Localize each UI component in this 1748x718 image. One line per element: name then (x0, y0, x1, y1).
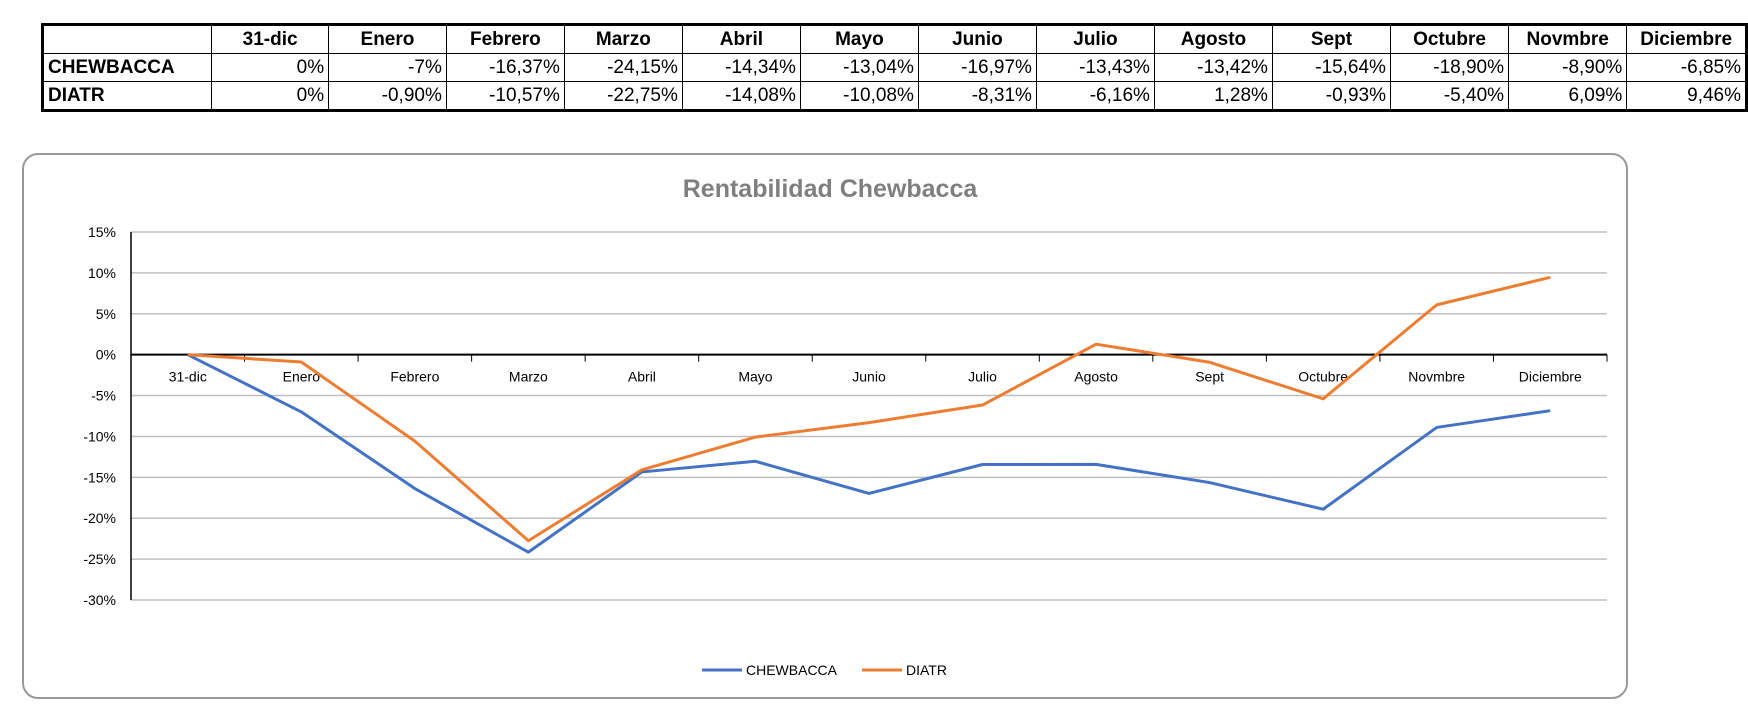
column-header: Junio (917, 24, 1037, 54)
table-cell: -18,90% (1389, 53, 1510, 82)
table-cell: -10,08% (799, 81, 919, 111)
table-cell: -14,08% (681, 81, 801, 111)
column-header: Diciembre (1626, 24, 1747, 54)
x-tick-label: Mayo (738, 369, 772, 385)
y-tick-label: -5% (91, 388, 116, 404)
table-row: CHEWBACCA 0% -7% -16,37% -24,15% -14,34% -13,0… (41, 53, 1747, 82)
x-tick-label: Abril (628, 369, 656, 385)
table-cell: -22,75% (563, 81, 683, 111)
table-cell: -13,04% (799, 53, 919, 82)
x-tick-label: Enero (283, 369, 321, 385)
x-tick-label: Julio (968, 369, 997, 385)
table-cell: -0,93% (1271, 81, 1391, 111)
table-cell: -8,31% (917, 81, 1037, 111)
table-cell: -14,34% (681, 53, 801, 82)
data-table: 31-dic Enero Febrero Marzo Abril Mayo Junio Jul… (41, 23, 1748, 112)
x-tick-label: Octubre (1298, 369, 1348, 385)
table-row: DIATR 0% -0,90% -10,57% -22,75% -14,08% -10,08… (41, 81, 1747, 111)
column-header: 31-dic (211, 24, 330, 54)
table-cell: 9,46% (1626, 81, 1747, 111)
x-tick-label: Marzo (509, 369, 548, 385)
table-cell: -6,85% (1626, 53, 1747, 82)
table-cell: 6,09% (1508, 81, 1628, 111)
y-tick-label: 15% (88, 224, 116, 240)
x-tick-label: Diciembre (1519, 369, 1582, 385)
y-tick-label: 5% (96, 306, 116, 322)
table-cell: -5,40% (1389, 81, 1510, 111)
x-tick-label: Novmbre (1408, 369, 1465, 385)
y-tick-label: -20% (83, 510, 116, 526)
row-label: CHEWBACCA (41, 53, 213, 82)
column-header: Mayo (799, 24, 919, 54)
legend-label: DIATR (906, 662, 947, 678)
chart-container (22, 153, 1628, 699)
table-cell: 1,28% (1153, 81, 1273, 111)
table-cell: -16,37% (445, 53, 565, 82)
x-tick-label: Agosto (1074, 369, 1118, 385)
x-tick-label: Sept (1195, 369, 1224, 385)
table-cell: -6,16% (1035, 81, 1155, 111)
row-label: DIATR (41, 81, 213, 111)
chart-title: Rentabilidad Chewbacca (683, 175, 979, 203)
column-header: Octubre (1389, 24, 1510, 54)
y-tick-label: -15% (83, 469, 116, 485)
y-tick-label: -25% (83, 551, 116, 567)
y-tick-label: 10% (88, 265, 116, 281)
y-tick-label: 0% (96, 347, 116, 363)
column-header: Febrero (445, 24, 565, 54)
x-tick-label: Junio (852, 369, 886, 385)
table-cell: -10,57% (445, 81, 565, 111)
x-tick-label: Febrero (390, 369, 439, 385)
column-header: Agosto (1153, 24, 1273, 54)
series-line-chewbacca (187, 353, 1551, 554)
y-tick-label: -10% (83, 428, 116, 444)
table-cell: -7% (328, 53, 447, 82)
x-tick-label: 31-dic (169, 369, 207, 385)
table-cell: -8,90% (1508, 53, 1628, 82)
table-cell: -0,90% (328, 81, 447, 111)
table-cell: 0% (211, 81, 330, 111)
y-tick-label: -30% (83, 592, 116, 608)
table-cell: -15,64% (1271, 53, 1391, 82)
table-cell: -16,97% (917, 53, 1037, 82)
column-header: Julio (1035, 24, 1155, 54)
series-line-diatr (187, 275, 1551, 543)
legend-label: CHEWBACCA (746, 662, 838, 678)
